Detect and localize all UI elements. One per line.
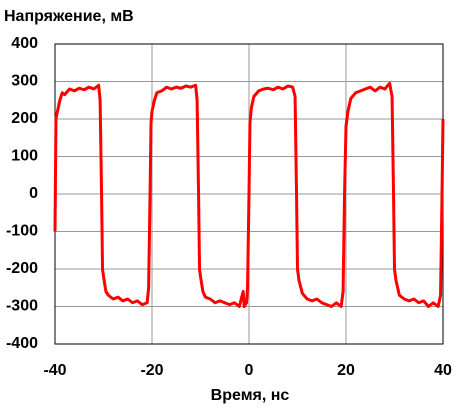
x-tick-label: -40 (43, 362, 66, 379)
y-tick-label: 400 (11, 35, 38, 52)
y-tick-label: -300 (6, 298, 38, 315)
x-tick-label: 0 (245, 362, 254, 379)
y-tick-label: 200 (11, 110, 38, 127)
y-tick-label: -400 (6, 335, 38, 352)
x-tick-label: 40 (434, 362, 452, 379)
x-tick-label: 20 (337, 362, 355, 379)
data-line (53, 81, 445, 308)
y-tick-label: 0 (29, 185, 38, 202)
x-tick-label: -20 (140, 362, 163, 379)
y-tick-label: -200 (6, 260, 38, 277)
x-axis-title: Время, нс (211, 387, 290, 404)
y-tick-label: 100 (11, 148, 38, 165)
y-tick-label: -100 (6, 223, 38, 240)
chart-title: Напряжение, мВ (4, 8, 134, 25)
y-tick-label: 300 (11, 73, 38, 90)
